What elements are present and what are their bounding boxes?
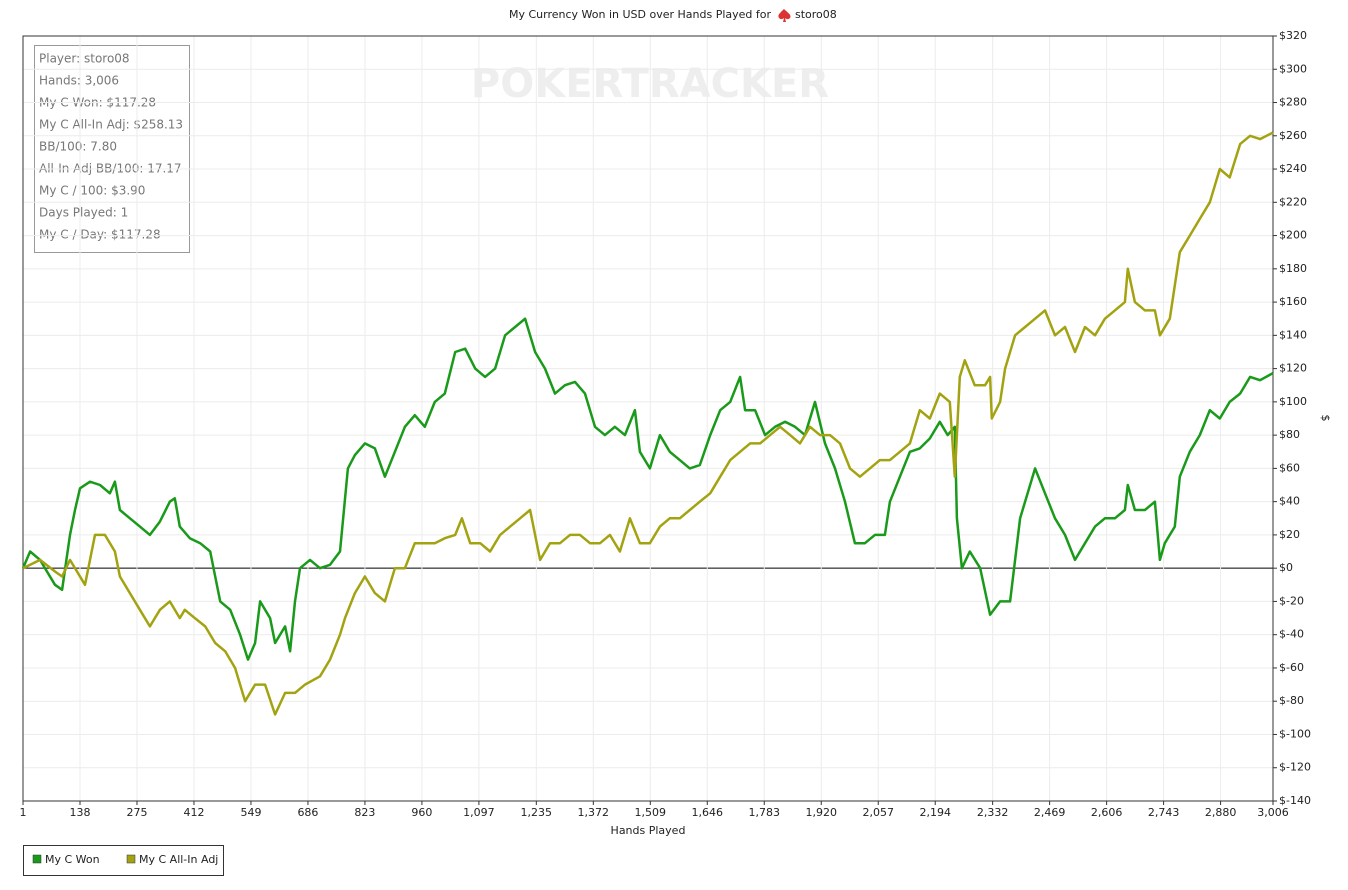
y-axis-label: $ [1319, 415, 1332, 422]
info-line: My C / 100: $3.90 [39, 184, 145, 198]
info-line: All-In Adj BB/100: 17.17 [39, 162, 182, 176]
x-tick-label: 2,332 [977, 806, 1009, 819]
info-line: Player: storo08 [39, 52, 130, 66]
x-tick-label: 2,606 [1091, 806, 1123, 819]
series-line [22, 131, 1274, 716]
x-tick-label: 2,057 [862, 806, 894, 819]
legend-swatch [126, 854, 136, 864]
x-tick-label: 412 [183, 806, 204, 819]
info-line: Hands: 3,006 [39, 74, 119, 88]
x-tick-label: 960 [411, 806, 432, 819]
y-tick-label: $40 [1279, 495, 1300, 508]
y-tick-label: $60 [1279, 461, 1300, 474]
legend-box [23, 845, 224, 876]
y-tick-label: $-80 [1279, 694, 1304, 707]
plot-border [22, 35, 1274, 802]
y-tick-label: $140 [1279, 328, 1307, 341]
y-tick-label: $220 [1279, 195, 1307, 208]
x-tick-label: 138 [69, 806, 90, 819]
y-tick-label: $0 [1279, 561, 1293, 574]
x-tick-label: 2,194 [919, 806, 951, 819]
y-tick-label: $-120 [1279, 761, 1311, 774]
y-tick-label: $240 [1279, 162, 1307, 175]
x-axis-label: Hands Played [611, 824, 686, 837]
x-tick-label: 2,469 [1034, 806, 1066, 819]
info-line: My C / Day: $117.28 [39, 228, 161, 242]
x-tick-label: 1,235 [521, 806, 553, 819]
x-tick-label: 3,006 [1257, 806, 1289, 819]
y-tick-label: $-60 [1279, 661, 1304, 674]
y-tick-label: $-40 [1279, 628, 1304, 641]
y-tick-label: $120 [1279, 362, 1307, 375]
x-tick-label: 549 [240, 806, 261, 819]
info-line: My C All-In Adj: $258.13 [39, 118, 183, 132]
y-tick-label: $100 [1279, 395, 1307, 408]
x-tick-label: 1,646 [692, 806, 724, 819]
x-tick-label: 1 [20, 806, 27, 819]
info-box [34, 45, 190, 253]
legend-label: My C All-In Adj [139, 853, 218, 866]
x-tick-label: 1,509 [635, 806, 667, 819]
info-line: BB/100: 7.80 [39, 140, 117, 154]
y-tick-label: $200 [1279, 229, 1307, 242]
y-tick-label: $80 [1279, 428, 1300, 441]
x-tick-label: 1,097 [463, 806, 495, 819]
y-tick-label: $180 [1279, 262, 1307, 275]
x-tick-label: 823 [354, 806, 375, 819]
y-tick-label: $260 [1279, 129, 1307, 142]
y-tick-label: $300 [1279, 62, 1307, 75]
info-line: Days Played: 1 [39, 206, 128, 220]
y-tick-label: $160 [1279, 295, 1307, 308]
y-tick-label: $280 [1279, 96, 1307, 109]
legend-swatch [32, 854, 42, 864]
y-tick-label: $-100 [1279, 727, 1311, 740]
chart-title: My Currency Won in USD over Hands Played… [509, 8, 772, 21]
player-icon [778, 9, 791, 22]
x-tick-label: 1,372 [578, 806, 610, 819]
series-line [21, 317, 1274, 661]
x-tick-label: 2,743 [1148, 806, 1180, 819]
y-tick-label: $-140 [1279, 794, 1311, 807]
x-tick-label: 275 [126, 806, 147, 819]
player-name: storo08 [795, 8, 837, 21]
x-tick-label: 686 [297, 806, 318, 819]
x-tick-label: 2,880 [1205, 806, 1237, 819]
y-tick-label: $20 [1279, 528, 1300, 541]
legend-label: My C Won [45, 853, 100, 866]
x-tick-label: 1,920 [806, 806, 838, 819]
x-tick-label: 1,783 [749, 806, 781, 819]
y-tick-label: $-20 [1279, 594, 1304, 607]
y-tick-label: $320 [1279, 29, 1307, 42]
